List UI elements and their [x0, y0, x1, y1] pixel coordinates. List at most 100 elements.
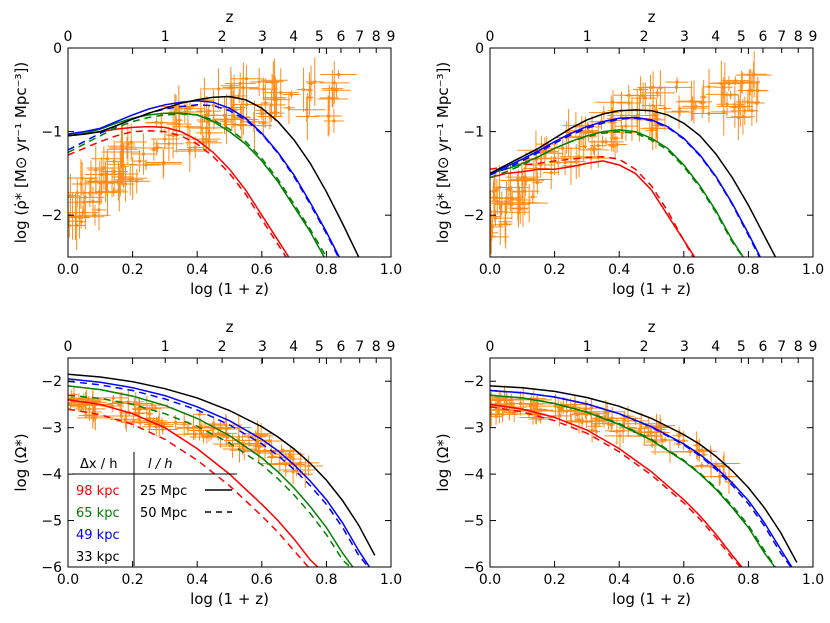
x-tick-label: 0.6: [673, 572, 695, 588]
obs-point: [725, 102, 729, 106]
obs-point: [624, 124, 628, 128]
obs-point: [332, 81, 336, 85]
obs-point: [750, 109, 754, 113]
z-tick-label: 0: [64, 29, 73, 45]
obs-point: [75, 223, 79, 228]
obs-point: [87, 407, 92, 411]
obs-point: [494, 414, 498, 419]
obs-point: [244, 102, 249, 107]
obs-point: [154, 120, 158, 124]
z-tick-label: 5: [737, 29, 746, 45]
obs-point: [80, 176, 84, 180]
obs-point: [257, 80, 261, 84]
z-tick-label: 4: [289, 29, 298, 45]
obs-point: [298, 461, 302, 465]
obs-point: [573, 402, 577, 407]
legend-res-65: 65 kpc: [76, 506, 120, 521]
z-tick-label: 3: [258, 339, 267, 355]
obs-point: [619, 114, 624, 118]
z-tick-label: 8: [372, 339, 381, 355]
z-tick-label: 2: [218, 339, 227, 355]
series-line-red-dashed: [68, 130, 287, 257]
obs-point: [508, 411, 512, 415]
obs-point: [206, 120, 210, 124]
panel-bottom-left: 0.0 0.2 0.4 0.6 0.8 1.0 −2 −3 −4 −5 −6 0 1 2 3 4 5 6 7 8 9 lo…: [12, 318, 402, 608]
x-tick-label: 1.0: [802, 572, 824, 588]
obs-point: [186, 426, 190, 430]
obs-point: [714, 463, 718, 467]
obs-point: [722, 110, 726, 114]
x-axis-label: log (1 + z): [190, 280, 269, 298]
obs-point: [129, 140, 133, 144]
x-tick-label: 1.0: [380, 572, 402, 588]
z-tick-label: 3: [680, 29, 689, 45]
obs-point: [157, 421, 161, 425]
z-tick-label: 3: [680, 339, 689, 355]
x-tick-label: 0.0: [57, 572, 79, 588]
obs-point: [510, 202, 514, 206]
obs-point: [288, 454, 292, 458]
z-tick-label: 6: [759, 29, 768, 45]
y-tick-label: −1: [41, 125, 62, 141]
z-tick-label: 5: [737, 339, 746, 355]
obs-point: [233, 122, 237, 127]
series-line-red-dashed: [490, 406, 742, 567]
z-tick-label: 7: [355, 29, 364, 45]
obs-point: [549, 170, 553, 175]
x-tick-label: 0.2: [543, 262, 565, 278]
obs-point: [330, 87, 334, 91]
obs-point: [615, 142, 619, 147]
obs-point: [702, 453, 706, 457]
z-tick-label: 1: [161, 29, 170, 45]
obs-point: [521, 201, 525, 205]
obs-point: [507, 187, 511, 191]
z-tick-label: 4: [711, 29, 720, 45]
z-tick-label: 7: [777, 339, 786, 355]
plot-frame: [489, 47, 814, 258]
obs-point: [198, 412, 202, 416]
y-tick-label: −6: [41, 560, 62, 576]
obs-point: [187, 149, 192, 153]
z-tick-label: 1: [583, 29, 592, 45]
z-axis-label: z: [226, 318, 234, 336]
obs-point: [313, 80, 317, 84]
plot-frame: [67, 47, 392, 258]
series-line-blue-dashed: [68, 380, 370, 567]
plot-area: [490, 385, 798, 567]
y-tick-label: −6: [463, 560, 484, 576]
series-line-green-solid: [68, 112, 325, 257]
obs-point: [736, 115, 741, 119]
x-axis-label: log (1 + z): [612, 280, 691, 298]
obs-point: [559, 407, 563, 411]
z-tick-label: 1: [161, 339, 170, 355]
z-tick-label: 5: [315, 339, 324, 355]
obs-point: [125, 146, 129, 150]
obs-point: [584, 412, 588, 417]
y-axis-label: log (ρ̇* [M⊙ yr⁻¹ Mpc⁻³]): [12, 62, 30, 244]
obs-point: [301, 87, 306, 92]
obs-point: [68, 403, 73, 407]
legend-col1-header: Δx / h: [80, 457, 117, 472]
obs-point: [105, 157, 109, 161]
obs-point: [132, 419, 136, 423]
obs-point: [334, 88, 339, 92]
series-line-green-dashed: [68, 113, 329, 257]
obs-point: [589, 406, 593, 410]
obs-point: [650, 443, 654, 447]
legend-res-33: 33 kpc: [76, 550, 120, 565]
obs-point: [561, 146, 565, 150]
series-line-red-dashed: [490, 155, 694, 257]
z-tick-label: 9: [809, 339, 818, 355]
obs-point: [241, 86, 245, 90]
z-axis-label: z: [648, 318, 656, 336]
y-tick-label: −3: [463, 421, 484, 437]
obs-point: [655, 91, 659, 95]
obs-point: [305, 108, 309, 112]
y-tick-label: −5: [463, 514, 484, 530]
obs-point: [597, 419, 601, 423]
obs-point: [627, 93, 631, 97]
obs-point: [99, 190, 103, 195]
series-line-blue-solid: [68, 378, 371, 567]
obs-point: [755, 101, 759, 105]
y-tick-label: 0: [475, 41, 484, 57]
